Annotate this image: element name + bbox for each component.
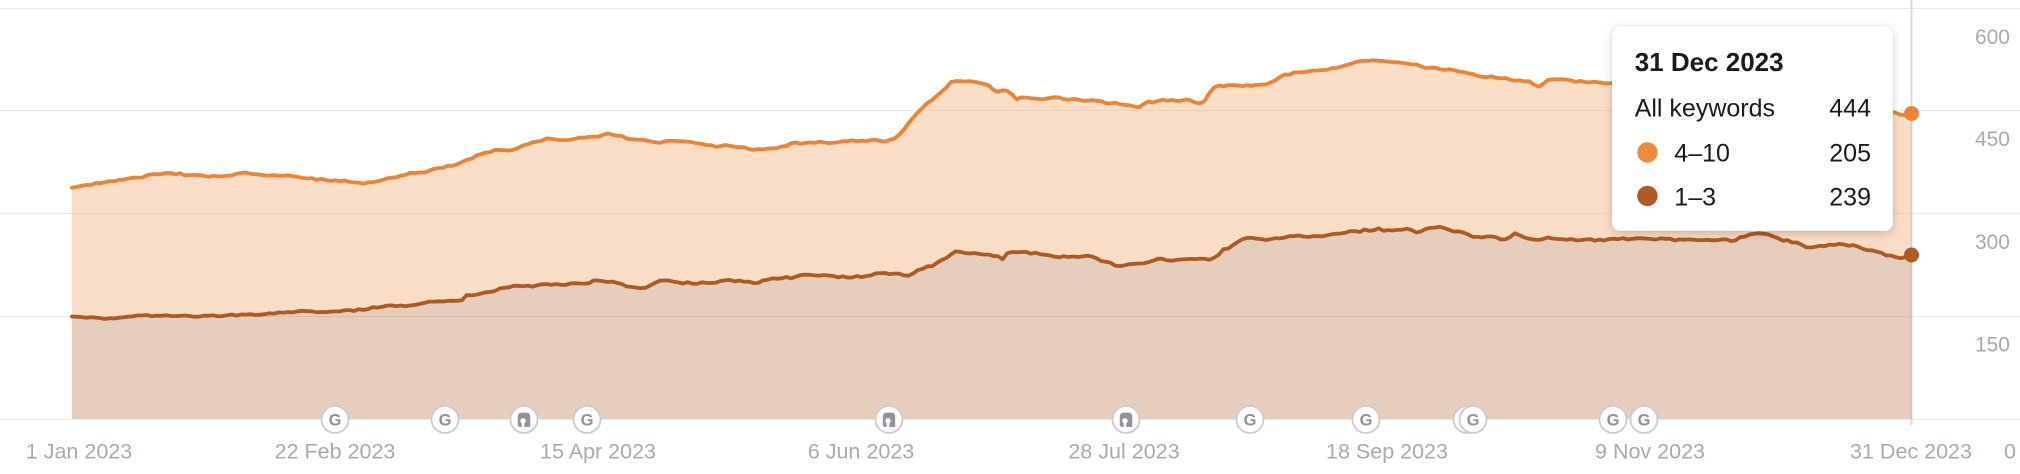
- svg-text:G: G: [329, 412, 342, 430]
- svg-text:1 Jan 2023: 1 Jan 2023: [26, 440, 132, 464]
- svg-text:G: G: [1467, 412, 1480, 430]
- svg-text:G: G: [1360, 412, 1373, 430]
- svg-text:18 Sep 2023: 18 Sep 2023: [1326, 440, 1448, 464]
- svg-text:444: 444: [1829, 94, 1871, 122]
- svg-text:28 Jul 2023: 28 Jul 2023: [1068, 440, 1179, 464]
- svg-text:450: 450: [1975, 128, 2010, 151]
- svg-text:300: 300: [1975, 231, 2010, 254]
- svg-text:6 Jun 2023: 6 Jun 2023: [808, 440, 914, 464]
- svg-text:22 Feb 2023: 22 Feb 2023: [275, 440, 396, 464]
- svg-text:G: G: [1244, 412, 1257, 430]
- svg-text:G: G: [1607, 412, 1620, 430]
- svg-text:1–3: 1–3: [1674, 184, 1716, 212]
- svg-text:205: 205: [1829, 139, 1871, 167]
- svg-text:31 Dec 2023: 31 Dec 2023: [1850, 440, 1972, 464]
- svg-text:15 Apr 2023: 15 Apr 2023: [540, 440, 656, 464]
- svg-text:G: G: [1638, 412, 1651, 430]
- svg-text:150: 150: [1975, 334, 2010, 357]
- svg-text:9 Nov 2023: 9 Nov 2023: [1595, 440, 1705, 464]
- svg-text:4–10: 4–10: [1674, 139, 1730, 167]
- svg-text:0: 0: [2004, 440, 2016, 464]
- svg-text:31 Dec 2023: 31 Dec 2023: [1635, 47, 1784, 77]
- svg-text:G: G: [581, 412, 594, 430]
- svg-text:All keywords: All keywords: [1635, 94, 1775, 122]
- svg-text:239: 239: [1829, 184, 1871, 212]
- svg-text:G: G: [439, 412, 452, 430]
- svg-text:600: 600: [1975, 26, 2010, 49]
